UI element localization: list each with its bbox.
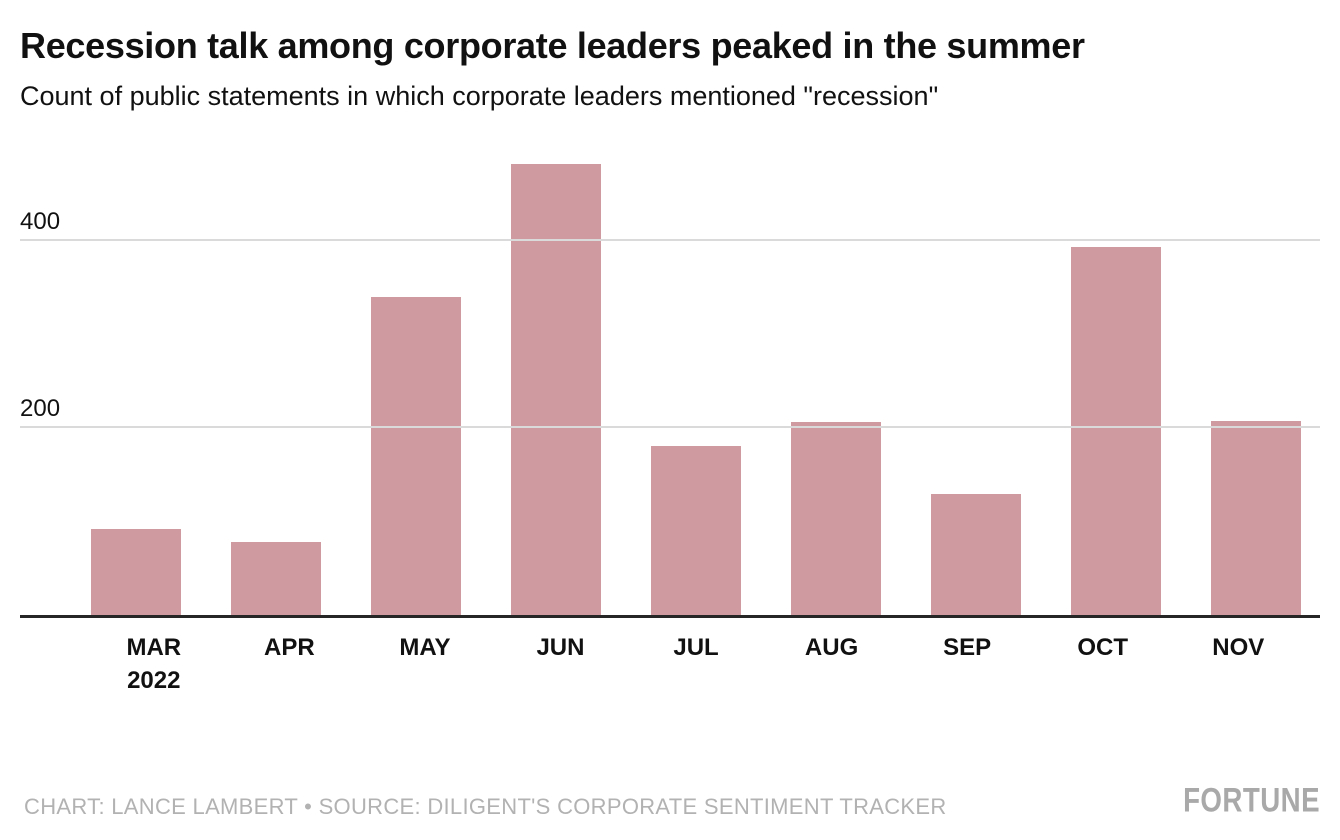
bar-slot-aug	[766, 127, 906, 616]
x-tick-label: MAR	[126, 634, 182, 662]
x-axis-labels: MAR 2022 APR MAY JUN JUL AUG SEP OCT NOV	[86, 631, 1306, 697]
chart-note: CHART: LANCE LAMBERT • SOURCE: DILIGENT'…	[24, 794, 947, 819]
x-axis: MAR 2022 APR MAY JUN JUL AUG SEP OCT NOV	[40, 631, 1300, 697]
x-tick-may: MAY	[357, 631, 493, 697]
x-tick-nov: NOV	[1171, 631, 1307, 697]
bar-slot-jul	[626, 127, 766, 616]
bar-slot-may	[346, 127, 486, 616]
gridline-200: 200	[20, 397, 1320, 429]
y-tick-label-200: 200	[20, 395, 61, 423]
bar-apr	[231, 541, 321, 616]
x-tick-label: OCT	[1077, 634, 1129, 662]
y-tick-label-400: 400	[20, 208, 61, 236]
x-tick-label: JUN	[536, 634, 585, 662]
bar-mar	[91, 529, 181, 616]
chart-footer: CHART: LANCE LAMBERT • SOURCE: DILIGENT'…	[24, 780, 1320, 820]
bar-slot-nov	[1186, 127, 1326, 616]
bar-slot-apr	[206, 127, 346, 616]
chart-title: Recession talk among corporate leaders p…	[20, 25, 1085, 66]
plot-area: 200 400	[20, 127, 1320, 619]
x-tick-jun: JUN	[493, 631, 629, 697]
bar-jun	[511, 163, 601, 616]
bar-slot-mar	[66, 127, 206, 616]
bars	[66, 127, 1326, 616]
x-tick-label: SEP	[943, 634, 992, 662]
bar-slot-oct	[1046, 127, 1186, 616]
x-tick-label: JUL	[673, 634, 719, 662]
x-tick-oct: OCT	[1035, 631, 1171, 697]
x-tick-label: MAY	[399, 634, 451, 662]
x-tick-sublabel: 2022	[127, 667, 181, 695]
x-tick-label: NOV	[1212, 634, 1265, 662]
bar-sep	[931, 493, 1021, 616]
bar-jul	[651, 446, 741, 616]
bar-oct	[1071, 247, 1161, 616]
bar-slot-jun	[486, 127, 626, 616]
gridline-400: 400	[20, 210, 1320, 242]
x-tick-label: AUG	[804, 634, 859, 662]
x-tick-apr: APR	[222, 631, 358, 697]
x-tick-jul: JUL	[628, 631, 764, 697]
x-tick-sep: SEP	[899, 631, 1035, 697]
bar-may	[371, 296, 461, 616]
x-tick-aug: AUG	[764, 631, 900, 697]
x-tick-label: APR	[264, 634, 315, 662]
bar-aug	[791, 421, 881, 616]
bar-nov	[1211, 420, 1301, 616]
bar-slot-sep	[906, 127, 1046, 616]
x-tick-mar: MAR 2022	[86, 631, 222, 697]
fortune-logo: FORTUNE	[1183, 780, 1320, 819]
chart-subtitle: Count of public statements in which corp…	[20, 80, 939, 111]
